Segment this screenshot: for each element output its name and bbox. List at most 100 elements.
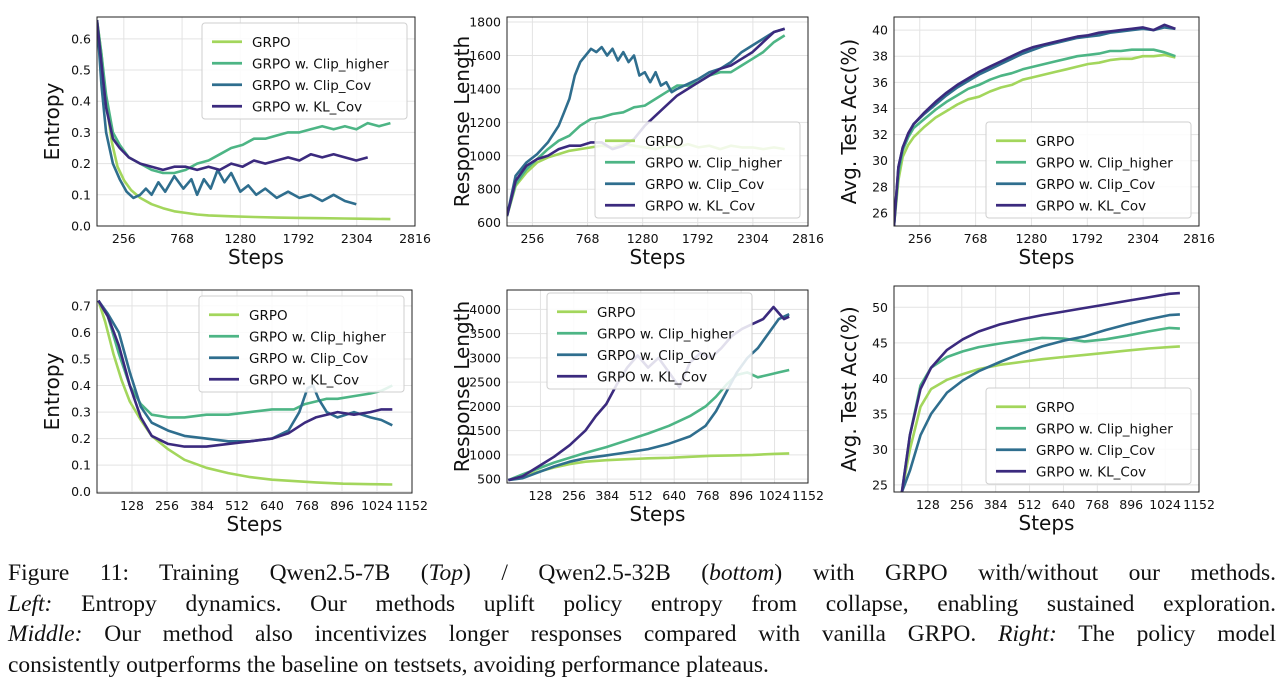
top-entropy-legend: GRPO GRPO w. Clip_higher GRPO w. Clip_Cov G… — [201, 22, 408, 120]
bottom-acc-legend: GRPO GRPO w. Clip_higher GRPO w. Clip_Cov G… — [985, 387, 1192, 485]
bottom-acc-xtick-4: 640 — [1052, 497, 1076, 512]
bottom-entropy-xlabel: Steps — [227, 512, 283, 536]
top-acc-ytick-2: 30 — [872, 153, 888, 168]
top-acc-ytick-5: 36 — [872, 75, 888, 90]
bottom-acc-ytick-2: 35 — [872, 406, 888, 421]
top-acc-xtick-0: 256 — [908, 231, 932, 246]
bottom-length-ytick-1: 1000 — [469, 447, 501, 462]
bottom-length-legend-box — [546, 292, 753, 390]
bottom-length-xtick-8: 1152 — [792, 488, 824, 503]
top-length-series-1 — [507, 34, 786, 217]
top-acc-ytick-7: 40 — [872, 23, 888, 38]
bottom-length-xtick-3: 512 — [629, 488, 653, 503]
bottom-length-legend: GRPO GRPO w. Clip_higher GRPO w. Clip_Cov G… — [546, 292, 753, 390]
top-entropy-legend-label-3: GRPO w. KL_Cov — [252, 99, 362, 115]
bottom-entropy-panel: 128 256 384 512 640 768 896 1024 1152 0.0 0.1 0.2 0.… — [40, 289, 428, 536]
top-entropy-xtick-0: 256 — [112, 231, 136, 246]
bottom-entropy-ytick-7: 0.7 — [71, 298, 91, 313]
bottom-acc-panel: 128 256 384 512 640 768 896 1024 1152 25 30 35 40 45 5… — [837, 285, 1215, 535]
bottom-acc-legend-label-2: GRPO w. Clip_Cov — [1036, 443, 1155, 459]
top-length-ytick-0: 600 — [477, 215, 501, 230]
top-length-legend-label-0: GRPO — [645, 134, 684, 150]
top-entropy-ytick-5: 0.5 — [71, 63, 91, 78]
top-length-xtick-0: 256 — [520, 231, 544, 246]
top-length-legend-label-3: GRPO w. KL_Cov — [645, 198, 755, 214]
top-entropy-xlabel: Steps — [228, 245, 284, 269]
top-entropy-series-2 — [97, 20, 357, 206]
bottom-entropy-xtick-5: 768 — [295, 498, 319, 513]
bottom-length-ytick-6: 3500 — [469, 326, 501, 341]
top-acc-xtick-3: 1792 — [1071, 231, 1103, 246]
bottom-acc-xtick-2: 384 — [984, 497, 1008, 512]
top-length-panel: 256 768 1280 1792 2304 2816 600 800 1000 1200 1400… — [450, 15, 824, 269]
top-length-xtick-2: 1280 — [627, 231, 659, 246]
bottom-entropy-ytick-1: 0.1 — [71, 458, 91, 473]
bottom-acc-legend-box — [985, 387, 1192, 485]
top-acc-xtick-1: 768 — [964, 231, 988, 246]
bottom-length-xtick-5: 768 — [696, 488, 720, 503]
bottom-acc-legend-label-0: GRPO — [1036, 400, 1075, 416]
top-acc-legend-box — [985, 121, 1192, 219]
top-entropy-ylabel: Entropy — [40, 82, 64, 160]
bottom-acc-ytick-1: 30 — [872, 442, 888, 457]
top-acc-xtick-4: 2304 — [1127, 231, 1159, 246]
bottom-length-xtick-6: 896 — [729, 488, 753, 503]
bottom-entropy-ytick-0: 0.0 — [71, 484, 91, 499]
top-entropy-panel: 256 768 1280 1792 2304 2816 0.0 0.1 0.2 0.3 0.4 0.5… — [40, 16, 431, 269]
bottom-entropy-ytick-6: 0.6 — [71, 325, 91, 340]
bottom-acc-ytick-5: 50 — [872, 300, 888, 315]
bottom-length-series-2 — [508, 313, 790, 482]
top-entropy-ytick-2: 0.2 — [71, 156, 91, 171]
top-length-ylabel: Response Length — [450, 36, 474, 207]
bottom-acc-xtick-6: 896 — [1119, 497, 1143, 512]
top-acc-panel: 256 768 1280 1792 2304 2816 26 28 30 32 34 36 38 40 St… — [837, 16, 1215, 269]
bottom-acc-ytick-3: 40 — [872, 371, 888, 386]
top-entropy-legend-box — [201, 22, 408, 120]
bottom-entropy-legend-label-1: GRPO w. Clip_higher — [249, 329, 386, 345]
bottom-entropy-legend-label-2: GRPO w. Clip_Cov — [249, 351, 368, 367]
bottom-entropy-legend-box — [198, 295, 405, 393]
top-acc-xlabel: Steps — [1019, 245, 1075, 269]
bottom-acc-series-0 — [900, 345, 1180, 492]
bottom-length-ytick-2: 1500 — [469, 423, 501, 438]
top-acc-ytick-4: 34 — [872, 101, 888, 116]
bottom-acc-ytick-4: 45 — [872, 335, 888, 350]
top-length-legend-box — [594, 121, 801, 219]
top-acc-legend-label-1: GRPO w. Clip_higher — [1036, 155, 1173, 171]
bottom-acc-ylabel: Avg. Test Acc(%) — [837, 306, 861, 471]
bottom-entropy-legend-label-0: GRPO — [249, 308, 288, 324]
bottom-length-legend-label-0: GRPO — [597, 305, 636, 321]
bottom-entropy-ytick-4: 0.4 — [71, 378, 91, 393]
bottom-acc-xlabel: Steps — [1019, 511, 1075, 535]
top-entropy-legend-label-2: GRPO w. Clip_Cov — [252, 78, 371, 94]
top-length-xlabel: Steps — [630, 245, 686, 269]
top-length-legend-label-1: GRPO w. Clip_higher — [645, 155, 782, 171]
bottom-length-legend-label-3: GRPO w. KL_Cov — [597, 369, 707, 385]
top-length-xtick-4: 2304 — [737, 231, 769, 246]
top-length-ytick-5: 1600 — [469, 48, 501, 63]
top-length-ytick-2: 1000 — [469, 148, 501, 163]
bottom-entropy-xtick-3: 512 — [225, 498, 249, 513]
top-length-ytick-4: 1400 — [469, 81, 501, 96]
bottom-entropy-xtick-7: 1024 — [361, 498, 393, 513]
top-length-xtick-5: 2816 — [792, 231, 824, 246]
top-length-xtick-3: 1792 — [682, 231, 714, 246]
top-entropy-ytick-0: 0.0 — [71, 219, 91, 234]
bottom-acc-series-2 — [900, 313, 1180, 492]
top-acc-series-3 — [894, 23, 1176, 226]
bottom-length-ytick-3: 2000 — [469, 399, 501, 414]
top-acc-ytick-0: 26 — [872, 205, 888, 220]
figure-caption: Figure 11: Training Qwen2.5-7B (Top) / Q… — [8, 558, 1276, 680]
bottom-entropy-series-3 — [97, 299, 393, 448]
top-entropy-xtick-4: 2304 — [341, 231, 373, 246]
bottom-entropy-series-0 — [97, 300, 393, 486]
bottom-entropy-frame — [96, 289, 413, 494]
bottom-length-series-1 — [507, 368, 790, 482]
bottom-acc-xtick-7: 1024 — [1149, 497, 1181, 512]
top-entropy-legend-label-0: GRPO — [252, 35, 291, 51]
top-acc-xtick-5: 2816 — [1183, 231, 1215, 246]
bottom-length-xtick-4: 640 — [662, 488, 686, 503]
bottom-acc-legend-label-3: GRPO w. KL_Cov — [1036, 464, 1146, 480]
top-acc-series-1 — [894, 48, 1176, 226]
top-entropy-series-0 — [97, 19, 391, 221]
